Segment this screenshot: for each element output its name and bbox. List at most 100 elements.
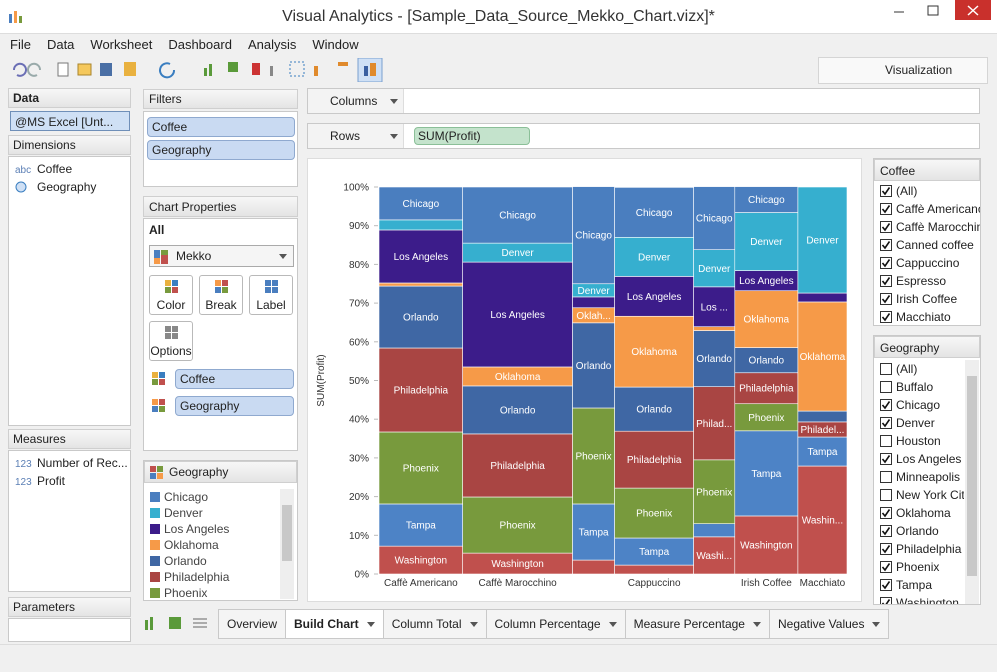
checkbox[interactable] <box>880 381 892 393</box>
menu-item[interactable]: Data <box>46 37 75 52</box>
mekko-segment <box>378 347 463 433</box>
filter-item[interactable]: (All) <box>876 182 980 200</box>
geography-scrollbar[interactable] <box>965 360 979 604</box>
checkbox[interactable] <box>880 453 892 465</box>
filter-pill[interactable]: Geography <box>147 140 295 160</box>
checkbox[interactable] <box>880 293 892 305</box>
sheet-tab[interactable]: Measure Percentage <box>625 610 770 638</box>
checkbox[interactable] <box>880 185 892 197</box>
property-button[interactable]: Break <box>199 275 243 315</box>
filter-item[interactable]: Macchiato <box>876 308 980 324</box>
checkbox[interactable] <box>880 507 892 519</box>
filter-item[interactable]: Philadelphia <box>876 540 964 558</box>
menu-item[interactable]: Analysis <box>247 37 297 52</box>
sheet-tab[interactable]: Negative Values <box>769 610 890 638</box>
icon-cell <box>159 399 165 405</box>
check <box>881 545 891 554</box>
checkbox[interactable] <box>880 471 892 483</box>
filter-item[interactable]: New York City <box>876 486 964 504</box>
filter-item[interactable]: Denver <box>876 414 964 432</box>
data-source[interactable]: @MS Excel [Unt... <box>10 111 130 131</box>
checkbox[interactable] <box>880 257 892 269</box>
filter-item[interactable]: Espresso <box>876 272 980 290</box>
checkbox[interactable] <box>880 561 892 573</box>
menu-item[interactable]: File <box>10 37 31 52</box>
y-tick-label: 70% <box>349 299 369 310</box>
check <box>881 509 891 518</box>
filter-item[interactable]: Tampa <box>876 576 964 594</box>
checkbox[interactable] <box>880 311 892 323</box>
filter-label: (All) <box>896 362 918 376</box>
mekko-segment <box>693 330 736 387</box>
field-item[interactable]: Geography <box>15 178 96 196</box>
checkbox[interactable] <box>880 435 892 447</box>
menu-item[interactable]: Window <box>312 37 359 52</box>
property-pill[interactable]: Coffee <box>175 369 294 389</box>
property-button[interactable]: Color <box>149 275 193 315</box>
field-item[interactable]: 123 Profit <box>15 472 65 490</box>
sheet-tab[interactable]: Column Percentage <box>486 610 626 638</box>
property-button[interactable]: Label <box>249 275 293 315</box>
checkbox[interactable] <box>880 203 892 215</box>
checkbox[interactable] <box>880 239 892 251</box>
checkbox[interactable] <box>880 543 892 555</box>
filter-item[interactable]: Canned coffee <box>876 236 980 254</box>
checkbox[interactable] <box>880 363 892 375</box>
segment-label: Los Angeles <box>490 310 545 321</box>
checkbox[interactable] <box>880 417 892 429</box>
filter-pill[interactable]: Coffee <box>147 117 295 137</box>
rows-pill[interactable]: SUM(Profit) <box>414 127 530 145</box>
checkbox[interactable] <box>880 489 892 501</box>
scroll-thumb[interactable] <box>967 376 977 576</box>
icon-cell <box>165 326 171 332</box>
checkbox[interactable] <box>880 525 892 537</box>
checkbox[interactable] <box>880 221 892 233</box>
mekko-segment <box>734 290 799 348</box>
filter-item[interactable]: Buffalo <box>876 378 964 396</box>
filter-item[interactable]: Oklahoma <box>876 504 964 522</box>
sheet-tab[interactable]: Column Total <box>383 610 487 638</box>
field-item[interactable]: 123 Number of Rec... <box>15 454 128 472</box>
filter-item[interactable]: Orlando <box>876 522 964 540</box>
property-pill[interactable]: Geography <box>175 396 294 416</box>
icon-cell <box>272 287 278 293</box>
chart-type-dropdown[interactable]: Mekko <box>149 245 294 267</box>
segment-label: Denver <box>638 252 671 263</box>
mekko-segment <box>572 407 615 505</box>
menu-item[interactable]: Dashboard <box>168 37 232 52</box>
columns-label: Columns <box>330 94 378 108</box>
sheet-tab[interactable]: Overview <box>219 610 287 638</box>
segment-label: Oklahoma <box>744 315 790 326</box>
filter-item[interactable]: Phoenix <box>876 558 964 576</box>
field-type-icon: 123 <box>15 477 32 488</box>
legend-label: Chicago <box>164 490 209 504</box>
filter-item[interactable]: Caffè Marocchino <box>876 218 980 236</box>
legend-scrollbar[interactable] <box>280 489 294 599</box>
window-controls[interactable] <box>880 0 992 22</box>
sheet-tab[interactable]: Build Chart <box>286 610 384 638</box>
sheet-tabs: Overview Build Chart Column Total Column Pe… <box>218 609 890 639</box>
checkbox[interactable] <box>880 579 892 591</box>
segment-label: Washin... <box>802 516 843 527</box>
checkbox[interactable] <box>880 597 892 604</box>
filter-item[interactable]: Caffè Americano <box>876 200 980 218</box>
visualization-tab[interactable]: Visualization <box>818 57 988 84</box>
filter-item[interactable]: Cappuccino <box>876 254 980 272</box>
filter-item[interactable]: Minneapolis <box>876 468 964 486</box>
icon-cell <box>172 333 178 339</box>
checkbox[interactable] <box>880 275 892 287</box>
filter-item[interactable]: Irish Coffee <box>876 290 980 308</box>
property-button[interactable]: Options <box>149 321 193 361</box>
filter-item[interactable]: Washington <box>876 594 964 604</box>
filter-item[interactable]: (All) <box>876 360 964 378</box>
segment-label: Oklahoma <box>495 372 541 383</box>
menu-item[interactable]: Worksheet <box>90 37 153 52</box>
scroll-thumb[interactable] <box>282 505 292 561</box>
filter-item[interactable]: Los Angeles <box>876 450 964 468</box>
legend-item: Denver <box>150 505 203 521</box>
field-item[interactable]: abc Coffee <box>15 160 72 178</box>
filter-item[interactable]: Houston <box>876 432 964 450</box>
filter-item[interactable]: Chicago <box>876 396 964 414</box>
checkbox[interactable] <box>880 399 892 411</box>
checkmark <box>881 401 891 410</box>
